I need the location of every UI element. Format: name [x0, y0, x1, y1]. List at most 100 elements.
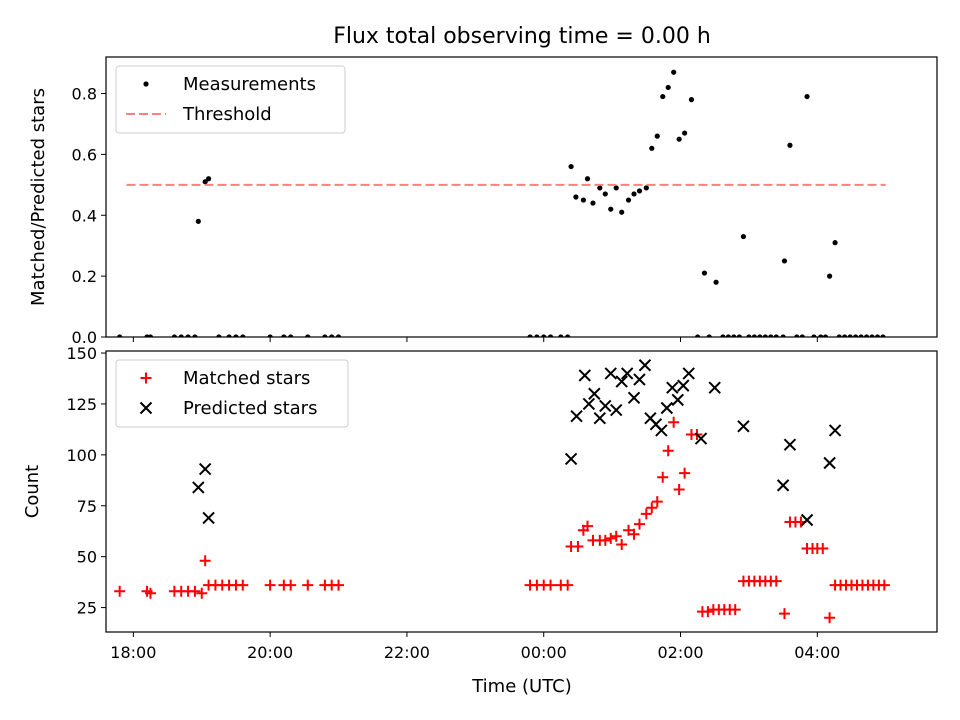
predicted-stars-point — [677, 379, 690, 392]
matched-stars-point — [646, 502, 658, 514]
y-tick-label: 0.8 — [72, 85, 97, 104]
predicted-stars-point — [800, 513, 814, 527]
measurements-point — [602, 191, 608, 197]
measurements-point — [847, 334, 853, 337]
measurements-point — [713, 279, 719, 285]
measurements-point — [818, 334, 824, 337]
measurements-point — [619, 209, 625, 215]
plot-area — [117, 69, 886, 337]
measurements-point — [780, 334, 786, 337]
y-axis-label: Count — [22, 465, 43, 518]
measurements-point — [804, 93, 810, 100]
measurements-point — [636, 188, 643, 194]
predicted-stars-point — [783, 438, 797, 451]
matched-stars-point — [628, 528, 640, 540]
legend: Matched stars Predicted stars — [115, 359, 349, 428]
predicted-stars-point — [823, 456, 836, 470]
measurements-point — [195, 218, 201, 224]
x-tick-label: 20:00 — [247, 643, 293, 662]
y-tick-label: 0.6 — [72, 145, 97, 164]
measurements-point — [534, 334, 540, 337]
matched-stars-point — [878, 579, 890, 591]
matched-stars-point — [582, 520, 594, 532]
measurements-point — [794, 334, 800, 337]
measurements-point — [671, 69, 677, 75]
x-tick-label: 00:00 — [521, 643, 567, 662]
measurements-point — [322, 334, 328, 337]
measurements-point — [773, 334, 779, 337]
x-tick-label: 18:00 — [110, 643, 156, 662]
predicted-stars-point — [633, 373, 646, 386]
matched-stars-point — [668, 416, 680, 428]
matched-stars-point — [817, 543, 829, 555]
measurements-point — [288, 334, 294, 337]
measurements-point — [565, 334, 571, 337]
matched-stars-point — [633, 518, 645, 530]
legend-label: Threshold — [182, 104, 272, 125]
measurements-point — [858, 334, 864, 337]
matched-stars-point — [599, 534, 611, 546]
matched-stars-point — [824, 612, 836, 624]
axes-frame — [105, 56, 938, 338]
measurements-point — [688, 97, 695, 103]
measurements-point — [580, 197, 586, 203]
matched-stars-point — [302, 579, 314, 591]
measurements-point — [226, 334, 232, 337]
matched-stars-point — [572, 540, 584, 552]
measurements-point — [527, 334, 533, 337]
legend-label: Measurements — [183, 74, 316, 95]
measurements-point — [836, 334, 842, 337]
measurements-point — [597, 185, 603, 191]
measurements-point — [590, 200, 596, 206]
measurements-point — [869, 334, 875, 337]
measurements-point — [822, 334, 829, 337]
measurements-point — [584, 176, 591, 182]
matched-stars-point — [679, 467, 691, 479]
measurements-point — [147, 334, 154, 337]
y-tick-label: 0.2 — [72, 267, 97, 286]
measurements-point — [682, 130, 688, 136]
measurements-point — [643, 185, 649, 191]
legend-predicted-stars-swatch — [139, 401, 153, 415]
measurements-point — [185, 334, 191, 337]
measurements-point — [660, 93, 666, 100]
measurements-point — [746, 334, 752, 337]
predicted-stars-point — [666, 381, 679, 394]
legend-box — [115, 65, 346, 134]
legend: Measurements Threshold — [115, 65, 346, 134]
legend-matched-stars-swatch — [140, 372, 152, 384]
measurements-point — [329, 334, 335, 337]
measurements-point — [676, 136, 682, 142]
measurements-point — [706, 334, 712, 337]
matched-stars-point — [662, 445, 674, 457]
x-axis-label: Time (UTC) — [471, 676, 572, 697]
y-tick-label: 150 — [66, 344, 97, 363]
matched-stars-point — [144, 587, 156, 599]
measurements-point — [240, 334, 246, 337]
measurements-point — [281, 334, 287, 337]
matched-stars-point — [199, 555, 211, 567]
predicted-stars-point — [828, 424, 842, 437]
measurements-point — [731, 334, 737, 337]
measurements-point — [725, 334, 731, 337]
measurements-point — [762, 334, 768, 337]
measurements-point — [832, 240, 838, 246]
matched-stars-point — [651, 496, 663, 508]
measurements-point — [665, 84, 671, 91]
predicted-stars-point — [638, 359, 652, 372]
measurements-point — [631, 191, 637, 197]
predicted-stars-point — [627, 391, 641, 405]
measurements-point — [720, 334, 726, 337]
predicted-stars-point — [599, 399, 612, 413]
measurements-point — [233, 334, 239, 337]
legend-label: Predicted stars — [183, 398, 317, 419]
predicted-stars-point — [737, 420, 750, 433]
measurements-point — [695, 334, 701, 337]
predicted-stars-point — [588, 387, 601, 400]
measurements-point — [117, 334, 123, 337]
matched-stars-point — [729, 604, 741, 616]
matched-stars-point — [264, 579, 276, 591]
predicted-stars-point — [564, 452, 578, 466]
matched-stars-point — [770, 575, 782, 587]
